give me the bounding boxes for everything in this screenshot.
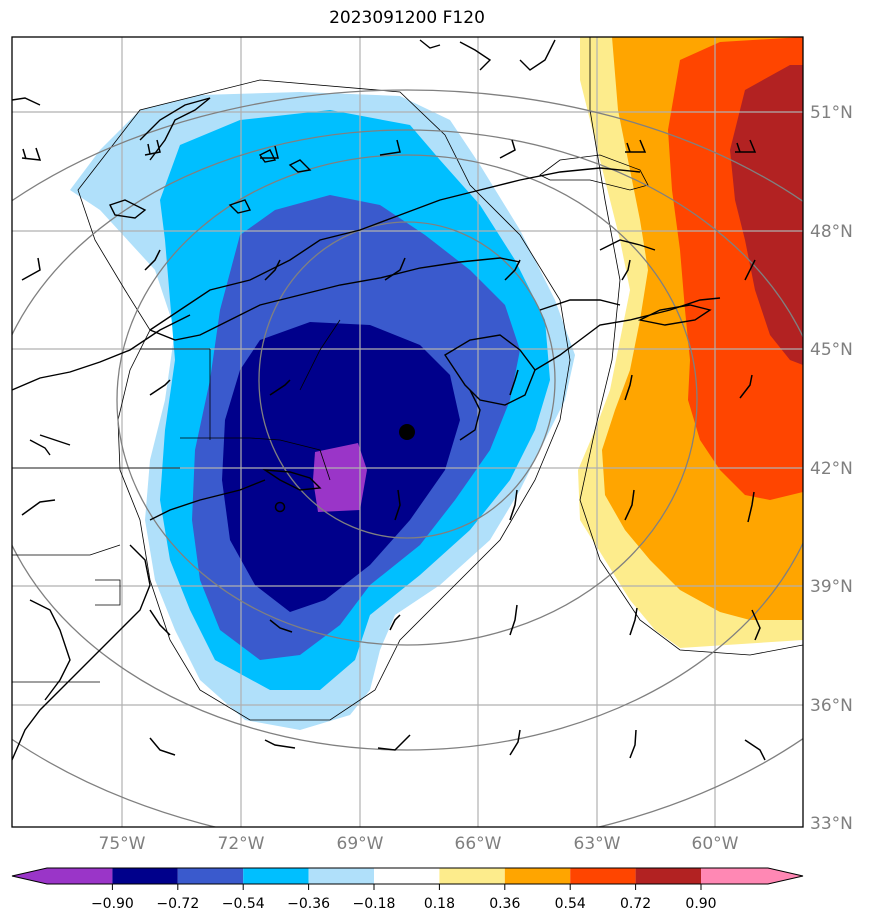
- lon-label: 60°W: [692, 834, 739, 854]
- lon-label: 75°W: [99, 834, 146, 854]
- lat-label: 48°N: [810, 222, 853, 242]
- lon-label: 66°W: [455, 834, 502, 854]
- colorbar-segment: [504, 868, 571, 884]
- thin-contours: [77, 37, 803, 721]
- wind-barbs: [21, 139, 766, 761]
- lat-label: 42°N: [810, 459, 853, 479]
- colorbar-tick-label: 0.36: [489, 896, 520, 912]
- colorbar-ticks: [111, 884, 702, 890]
- colorbar-segment: [47, 868, 113, 884]
- plot-border: [11, 36, 804, 828]
- colorbar-segment: [243, 868, 309, 884]
- colorbar-tick-label: −0.36: [287, 896, 330, 912]
- colorbar-tick-label: 0.72: [620, 896, 651, 912]
- colorbar-tick-label: −0.54: [222, 896, 265, 912]
- colorbar-segment: [635, 868, 701, 884]
- colorbar-segment: [701, 868, 768, 884]
- colorbar-segment: [570, 868, 636, 884]
- lat-label: 45°N: [810, 340, 853, 360]
- coastlines: [12, 39, 721, 761]
- lon-label: 63°W: [574, 834, 621, 854]
- range-rings: [12, 89, 803, 827]
- lat-label: 33°N: [810, 814, 853, 834]
- colorbar-segment: [308, 868, 374, 884]
- latitude-labels: 51°N 48°N 45°N 42°N 39°N 36°N 33°N: [810, 103, 853, 834]
- site-marker: [274, 501, 286, 513]
- colorbar-extend-low: [12, 868, 47, 884]
- colorbar-tick-label: −0.90: [91, 896, 134, 912]
- colorbar-tick-label: −0.72: [156, 896, 199, 912]
- contour-firebrick: [730, 65, 803, 365]
- colorbar-outline: [11, 867, 804, 885]
- colorbar-segment: [439, 868, 505, 884]
- colorbar-tick-label: 0.54: [555, 896, 586, 912]
- state-borders: [12, 319, 341, 683]
- lon-label: 69°W: [337, 834, 384, 854]
- colorbar-tick-label: −0.18: [353, 896, 396, 912]
- colorbar-extend-high: [768, 868, 803, 884]
- contour-fills: [70, 37, 803, 730]
- lat-label: 39°N: [810, 577, 853, 597]
- longitude-labels: 75°W 72°W 69°W 66°W 63°W 60°W: [99, 834, 739, 854]
- lat-label: 36°N: [810, 696, 853, 716]
- colorbar-segment: [374, 868, 440, 884]
- gridlines: [12, 37, 803, 827]
- center-marker: [399, 424, 415, 440]
- colorbar-segment: [177, 868, 244, 884]
- colorbar-tick-label: 0.90: [685, 896, 716, 912]
- colorbar-segment: [112, 868, 178, 884]
- lat-label: 51°N: [810, 103, 853, 123]
- contour-purple: [313, 443, 367, 512]
- lon-label: 72°W: [218, 834, 265, 854]
- map-title: 2023091200 F120: [329, 8, 485, 28]
- colorbar-tick-label: 0.18: [424, 896, 455, 912]
- colorbar: −0.90 −0.72 −0.54 −0.36 −0.18 0.18 0.36 …: [11, 867, 804, 912]
